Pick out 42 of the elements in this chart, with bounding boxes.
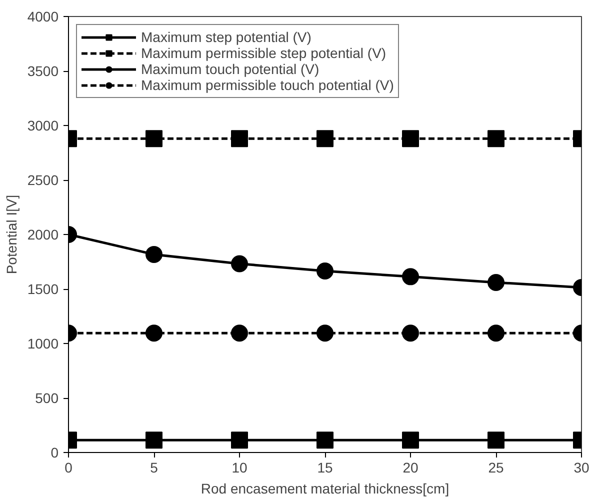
y-axis-title: Potential I[V] <box>3 194 20 274</box>
point <box>316 324 334 342</box>
y-tick-label: 0 <box>50 444 59 460</box>
y-tick-label: 2000 <box>27 226 59 242</box>
x-tick-label: 25 <box>488 460 504 476</box>
point <box>316 432 334 449</box>
x-tick-label: 0 <box>64 460 73 476</box>
x-tick-label: 10 <box>232 460 248 476</box>
point <box>402 432 419 449</box>
y-tick-label: 2500 <box>27 172 59 188</box>
y-tick-label: 4000 <box>27 8 59 24</box>
x-tick-label: 15 <box>317 460 333 476</box>
point <box>488 274 504 291</box>
point <box>402 130 419 148</box>
x-axis-title: Rod encasement material thickness[cm] <box>200 480 450 496</box>
legend-label: Maximum touch potential (V) <box>141 61 320 77</box>
point <box>402 324 419 342</box>
point <box>231 324 248 342</box>
y-tick-label: 3500 <box>27 63 59 79</box>
point <box>231 130 248 148</box>
point <box>316 130 334 148</box>
point <box>231 255 248 272</box>
y-tick-label: 3000 <box>27 118 59 134</box>
legend-label: Maximum step potential (V) <box>141 29 312 45</box>
x-tick-label: 5 <box>150 460 158 476</box>
point <box>402 268 419 286</box>
point <box>488 130 504 148</box>
legend-label: Maximum permissible step potential (V) <box>141 45 386 61</box>
legend-label: Maximum permissible touch potential (V) <box>141 77 394 93</box>
point <box>146 432 162 449</box>
point <box>316 262 334 280</box>
point <box>488 324 504 342</box>
point <box>146 130 162 148</box>
point <box>146 246 162 263</box>
point <box>231 432 248 449</box>
x-tick-label: 20 <box>402 460 418 476</box>
point <box>488 432 504 449</box>
point <box>146 324 162 342</box>
y-tick-label: 500 <box>35 390 59 406</box>
y-tick-label: 1500 <box>27 281 59 297</box>
y-tick-label: 1000 <box>27 336 59 352</box>
x-tick-label: 30 <box>574 460 590 476</box>
